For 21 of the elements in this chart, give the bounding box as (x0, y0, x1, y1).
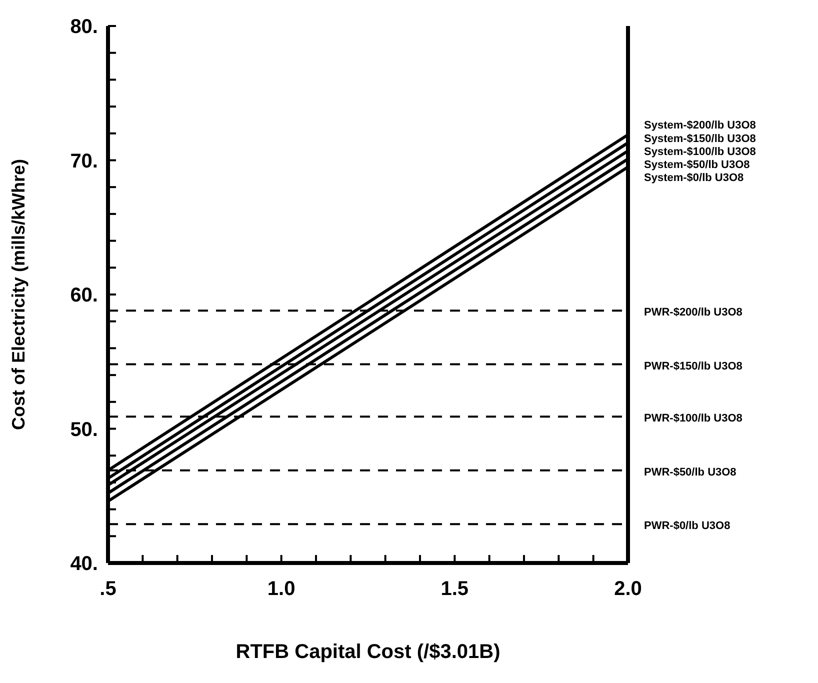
series-label: System-$150/lb U3O8 (644, 132, 756, 145)
x-tick-label: 1.0 (267, 578, 296, 600)
series-label: System-$200/lb U3O8 (644, 120, 756, 132)
x-tick-label: 2.0 (614, 578, 642, 600)
x-tick-label: 1.5 (440, 578, 469, 600)
x-axis-title: RTFB Capital Cost (/$3.01B) (236, 641, 500, 663)
series-label: System-$100/lb U3O8 (644, 146, 756, 158)
series-label: System-$50/lb U3O8 (644, 158, 750, 171)
x-tick-label: .5 (100, 578, 116, 600)
y-tick-label: 40. (70, 553, 98, 576)
y-tick-label: 70. (70, 150, 98, 172)
ref-line-label: PWR-$150/lb U3O8 (644, 360, 742, 372)
series-label: System-$0/lb U3O8 (644, 172, 744, 184)
ref-line-label: PWR-$100/lb U3O8 (644, 412, 742, 425)
y-tick-label: 80. (70, 16, 98, 38)
ref-line-label: PWR-$50/lb U3O8 (644, 466, 736, 478)
y-axis-title: Cost of Electricity (mills/kWhre) (8, 158, 28, 430)
y-tick-label: 50. (70, 418, 98, 441)
y-tick-label: 60. (70, 284, 98, 307)
ref-line-label: PWR-$200/lb U3O8 (644, 306, 742, 319)
ref-line-label: PWR-$0/lb U3O8 (644, 520, 730, 532)
